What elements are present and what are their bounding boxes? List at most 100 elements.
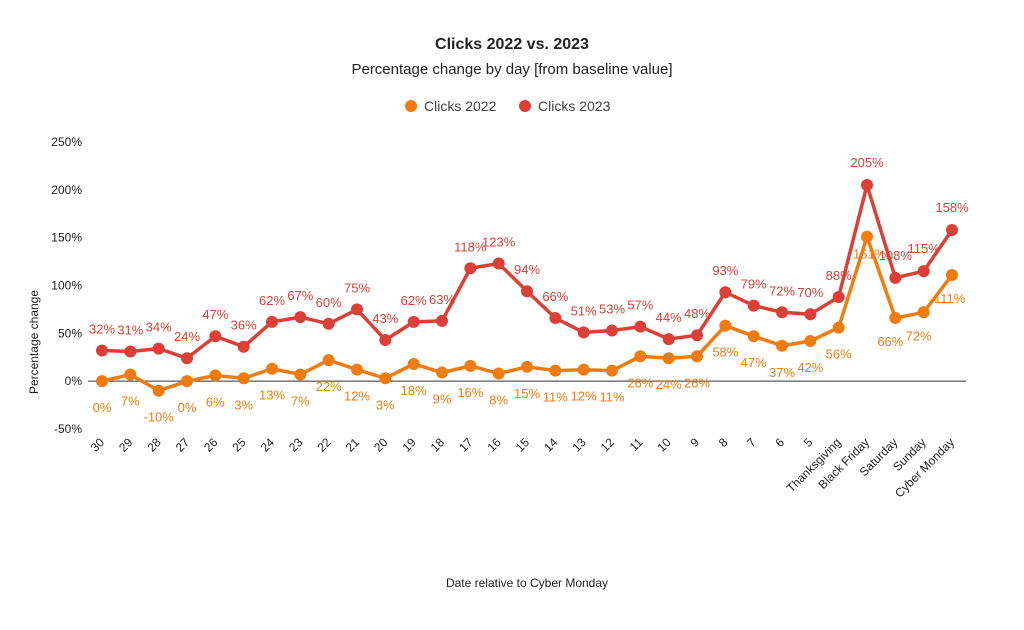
- data-point-clicks-2022: [464, 359, 477, 372]
- data-point-clicks-2023: [436, 314, 448, 327]
- data-label-clicks-2022: 26%: [684, 375, 710, 390]
- data-point-clicks-2023: [889, 271, 902, 284]
- data-point-clicks-2023: [691, 329, 703, 342]
- x-tick-label: 21: [343, 435, 363, 455]
- data-label-clicks-2023: 67%: [287, 288, 313, 303]
- data-point-clicks-2023: [294, 311, 307, 324]
- data-label-clicks-2022: 7%: [121, 393, 140, 408]
- data-label-clicks-2022: 11%: [599, 390, 624, 405]
- data-label-clicks-2023: 115%: [908, 241, 941, 256]
- data-point-clicks-2023: [379, 334, 392, 347]
- chart-subtitle: Percentage change by day [from baseline …: [351, 61, 672, 78]
- data-point-clicks-2022: [492, 367, 505, 380]
- data-label-clicks-2023: 93%: [712, 263, 738, 278]
- data-label-clicks-2022: 15%: [514, 386, 540, 401]
- data-label-clicks-2023: 88%: [826, 268, 852, 283]
- data-point-clicks-2023: [776, 306, 788, 319]
- x-tick-label: 6: [772, 435, 787, 450]
- data-point-clicks-2023: [861, 179, 873, 192]
- data-label-clicks-2022: 111%: [934, 291, 966, 306]
- x-tick-label: 27: [173, 435, 193, 455]
- x-tick-label: 17: [456, 435, 476, 455]
- data-point-clicks-2022: [181, 375, 193, 388]
- data-point-clicks-2022: [436, 366, 448, 379]
- y-tick-label: 150%: [51, 231, 82, 245]
- data-point-clicks-2022: [96, 375, 108, 388]
- data-label-clicks-2022: 12%: [344, 389, 370, 404]
- x-tick-label: 18: [428, 435, 448, 455]
- data-label-clicks-2022: 24%: [656, 377, 682, 392]
- data-point-clicks-2022: [861, 230, 873, 243]
- data-point-clicks-2023: [464, 262, 477, 275]
- y-gridlines: [88, 380, 966, 382]
- data-point-clicks-2022: [691, 350, 703, 363]
- data-label-clicks-2022: 56%: [826, 347, 852, 362]
- data-point-clicks-2022: [379, 372, 392, 385]
- x-tick-label: 15: [513, 435, 533, 455]
- data-label-clicks-2023: 36%: [231, 318, 257, 333]
- data-label-clicks-2023: 123%: [482, 234, 516, 249]
- data-point-clicks-2023: [209, 330, 222, 343]
- x-axis-ticks: 30 29 28 27 26 25 24 23 22 21 20 19 18 17 16 15 14 13 12 11…: [88, 435, 957, 500]
- data-point-clicks-2022: [634, 350, 647, 363]
- data-label-clicks-2022: -10%: [143, 410, 174, 425]
- chart-title: Clicks 2022 vs. 2023: [435, 36, 589, 53]
- data-point-clicks-2023: [351, 303, 363, 316]
- x-tick-label: 28: [144, 435, 164, 455]
- x-tick-label: 8: [716, 435, 731, 450]
- x-tick-label: 11: [627, 435, 646, 454]
- data-label-clicks-2023: 60%: [316, 295, 342, 310]
- x-tick-label: 19: [399, 435, 419, 455]
- data-point-clicks-2022: [237, 372, 250, 385]
- data-label-clicks-2023: 44%: [656, 310, 682, 325]
- data-label-clicks-2023: 43%: [372, 311, 398, 326]
- data-point-clicks-2022: [549, 364, 562, 377]
- data-point-clicks-2023: [152, 342, 165, 355]
- x-tick-label: 10: [654, 435, 674, 455]
- data-point-clicks-2022: [521, 360, 533, 373]
- data-label-clicks-2022: 37%: [769, 365, 795, 380]
- data-label-clicks-2023: 62%: [401, 293, 427, 308]
- data-point-clicks-2022: [889, 312, 902, 325]
- data-point-clicks-2023: [747, 299, 760, 312]
- data-point-clicks-2023: [181, 352, 193, 365]
- x-tick-label: 29: [116, 435, 136, 455]
- data-label-clicks-2022: 16%: [457, 385, 483, 400]
- y-axis-ticks: -50% 0% 50% 100% 150% 200% 250%: [51, 135, 82, 436]
- data-label-clicks-2023: 205%: [850, 155, 884, 170]
- legend-label-clicks-2023: Clicks 2023: [538, 98, 611, 114]
- data-label-clicks-2022: 22%: [316, 379, 342, 394]
- data-point-clicks-2022: [577, 363, 590, 376]
- series-points: [96, 179, 958, 397]
- data-point-clicks-2022: [152, 384, 165, 397]
- data-label-clicks-2023: 75%: [344, 280, 370, 295]
- x-axis-title: Date relative to Cyber Monday: [446, 576, 608, 590]
- y-tick-label: 50%: [58, 326, 82, 340]
- data-label-clicks-2023: 79%: [741, 277, 767, 292]
- legend-swatch-clicks-2022: [405, 100, 417, 112]
- data-label-clicks-2023: 34%: [146, 320, 172, 335]
- data-label-clicks-2022: 9%: [433, 392, 452, 407]
- x-tick-label: 20: [371, 435, 391, 455]
- data-point-clicks-2022: [606, 364, 618, 377]
- data-label-clicks-2022: 42%: [797, 360, 823, 375]
- y-axis-title: Percentage change: [27, 290, 41, 394]
- y-tick-label: -50%: [54, 422, 82, 436]
- data-point-clicks-2023: [946, 224, 958, 237]
- data-point-clicks-2023: [606, 324, 618, 337]
- data-label-clicks-2022: 0%: [178, 400, 197, 415]
- data-point-clicks-2022: [294, 368, 307, 381]
- data-label-clicks-2023: 66%: [542, 289, 568, 304]
- chart-legend: Clicks 2022 Clicks 2023: [405, 98, 611, 114]
- data-label-clicks-2022: 12%: [571, 389, 597, 404]
- x-tick-label: 24: [258, 435, 278, 455]
- data-label-clicks-2023: 158%: [935, 200, 969, 215]
- data-label-clicks-2023: 47%: [202, 307, 228, 322]
- data-label-clicks-2022: 8%: [489, 393, 508, 408]
- data-point-clicks-2022: [322, 354, 335, 367]
- x-tick-label: 25: [229, 435, 249, 455]
- legend-swatch-clicks-2023: [519, 100, 531, 112]
- data-label-clicks-2023: 94%: [514, 262, 540, 277]
- data-point-clicks-2022: [662, 352, 675, 365]
- data-label-clicks-2022: 66%: [877, 334, 903, 349]
